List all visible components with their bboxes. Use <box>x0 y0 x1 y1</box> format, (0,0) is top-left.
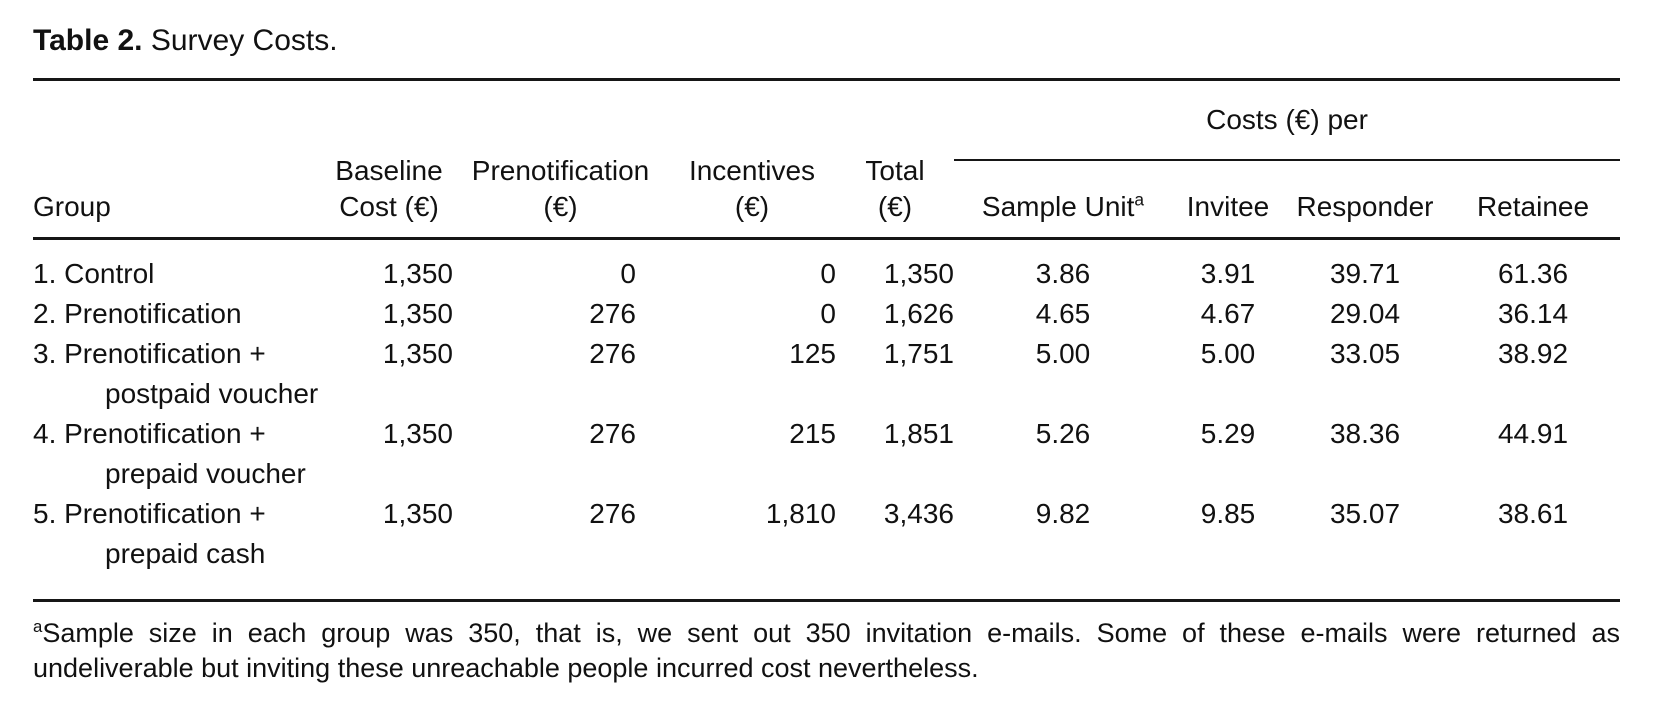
cell-incentives: 125 <box>789 338 836 369</box>
table-number-label: Table 2. <box>33 24 143 57</box>
cell-per-responder: 38.36 <box>1329 418 1401 449</box>
cell-prenotification: 276 <box>589 338 636 369</box>
column-header-responder: Responder <box>1284 160 1446 240</box>
cell-per-retainee: 44.91 <box>1497 418 1569 449</box>
cell-total: 1,751 <box>883 338 954 369</box>
cell-prenotification: 0 <box>620 258 636 289</box>
cell-per-sample-unit: 3.86 <box>1035 258 1091 289</box>
cell-total: 1,626 <box>883 298 954 329</box>
column-header-invitee: Invitee <box>1172 160 1284 240</box>
header-row-top: Group Baseline Cost (€) Prenotification … <box>33 79 1621 240</box>
cell-per-retainee: 61.36 <box>1497 258 1569 289</box>
cell-per-invitee: 3.91 <box>1200 258 1256 289</box>
survey-costs-table: Group Baseline Cost (€) Prenotification … <box>33 78 1621 602</box>
cell-per-retainee: 38.61 <box>1497 498 1569 529</box>
cell-per-sample-unit: 5.26 <box>1035 418 1091 449</box>
cell-incentives: 0 <box>820 258 836 289</box>
header-line: Cost (€) <box>339 191 439 222</box>
subheader-label: Invitee <box>1186 191 1270 222</box>
group-label-line2: prepaid cash <box>105 538 266 569</box>
subheader-label: Sample Unit <box>981 191 1135 222</box>
column-header-group: Group <box>33 79 325 240</box>
spanner-header-costs-per: Costs (€) per <box>954 79 1621 161</box>
table-row-prenotification: 2. Prenotification 1,350 276 0 1,626 4.6… <box>33 294 1620 334</box>
cell-total: 1,851 <box>883 418 954 449</box>
paper-table-page: Table 2. Survey Costs. Group Baseline Co… <box>0 22 1653 720</box>
cell-per-sample-unit: 9.82 <box>1035 498 1091 529</box>
table-footnote: aSample size in each group was 350, that… <box>33 616 1620 686</box>
column-header-baseline-cost: Baseline Cost (€) <box>325 79 453 240</box>
group-label: 4. Prenotification + <box>33 418 266 449</box>
cell-per-responder: 29.04 <box>1329 298 1401 329</box>
cell-per-retainee: 38.92 <box>1497 338 1569 369</box>
cell-baseline-cost: 1,350 <box>382 338 453 369</box>
group-cell: 3. Prenotification + postpaid voucher <box>33 334 325 414</box>
subheader-label: Responder <box>1296 191 1434 222</box>
header-line: Baseline <box>335 155 443 186</box>
group-label-line2: prepaid voucher <box>105 458 306 489</box>
table-body: 1. Control 1,350 0 0 1,350 3.86 3.91 39.… <box>33 239 1620 601</box>
group-cell: 1. Control <box>33 239 325 295</box>
table-row-prepaid-cash: 5. Prenotification + prepaid cash 1,350 … <box>33 494 1620 601</box>
cell-per-invitee: 9.85 <box>1200 498 1256 529</box>
group-label: 5. Prenotification + <box>33 498 266 529</box>
subheader-label: Retainee <box>1476 191 1590 222</box>
cell-baseline-cost: 1,350 <box>382 298 453 329</box>
footnote-text: Sample size in each group was 350, that … <box>33 618 1620 683</box>
table-caption: Survey Costs. <box>150 24 338 57</box>
header-line: Prenotification <box>471 155 650 186</box>
header-line: Total <box>865 155 925 186</box>
cell-per-invitee: 4.67 <box>1200 298 1256 329</box>
cell-baseline-cost: 1,350 <box>382 498 453 529</box>
header-row-sub: Sample Unita Invitee Responder Retainee <box>33 160 1621 240</box>
cell-per-responder: 39.71 <box>1329 258 1401 289</box>
group-label: 1. Control <box>33 258 155 289</box>
table-row-control: 1. Control 1,350 0 0 1,350 3.86 3.91 39.… <box>33 239 1620 295</box>
cell-incentives: 215 <box>789 418 836 449</box>
group-label: 2. Prenotification <box>33 298 242 329</box>
group-cell: 4. Prenotification + prepaid voucher <box>33 414 325 494</box>
cell-baseline-cost: 1,350 <box>382 418 453 449</box>
group-label: 3. Prenotification + <box>33 338 266 369</box>
column-header-retainee: Retainee <box>1446 160 1621 240</box>
cell-incentives: 1,810 <box>765 498 836 529</box>
header-line: (€) <box>734 191 770 222</box>
group-cell: 2. Prenotification <box>33 294 325 334</box>
cell-per-sample-unit: 4.65 <box>1035 298 1091 329</box>
cell-per-retainee: 36.14 <box>1497 298 1569 329</box>
table-row-prepaid-voucher: 4. Prenotification + prepaid voucher 1,3… <box>33 414 1620 494</box>
column-header-incentives: Incentives (€) <box>668 79 836 240</box>
cell-per-responder: 33.05 <box>1329 338 1401 369</box>
cell-total: 3,436 <box>883 498 954 529</box>
table-row-postpaid-voucher: 3. Prenotification + postpaid voucher 1,… <box>33 334 1620 414</box>
cell-per-sample-unit: 5.00 <box>1035 338 1091 369</box>
cell-prenotification: 276 <box>589 498 636 529</box>
header-line: (€) <box>543 191 578 222</box>
footnote-marker-superscript: a <box>1134 189 1145 210</box>
column-header-sample-unit: Sample Unita <box>954 160 1172 240</box>
group-cell: 5. Prenotification + prepaid cash <box>33 494 325 601</box>
cell-prenotification: 276 <box>589 418 636 449</box>
cell-per-invitee: 5.29 <box>1200 418 1256 449</box>
cell-total: 1,350 <box>883 258 954 289</box>
column-header-total: Total (€) <box>836 79 954 240</box>
footnote-marker: a <box>33 617 43 636</box>
group-label-line2: postpaid voucher <box>105 378 319 409</box>
cell-prenotification: 276 <box>589 298 636 329</box>
cell-per-responder: 35.07 <box>1329 498 1401 529</box>
cell-incentives: 0 <box>820 298 836 329</box>
header-line: (€) <box>877 191 913 222</box>
header-line: Incentives <box>688 155 816 186</box>
table-header: Group Baseline Cost (€) Prenotification … <box>33 79 1621 240</box>
cell-per-invitee: 5.00 <box>1200 338 1256 369</box>
cell-baseline-cost: 1,350 <box>382 258 453 289</box>
column-header-prenotification: Prenotification (€) <box>453 79 668 240</box>
table-title: Table 2. Survey Costs. <box>33 22 1620 60</box>
